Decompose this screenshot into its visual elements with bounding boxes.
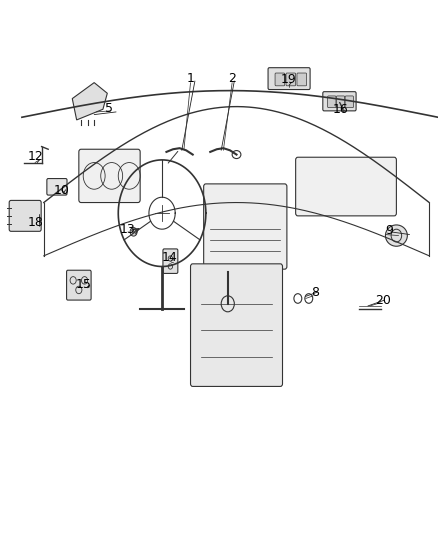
FancyBboxPatch shape [163, 249, 178, 273]
FancyBboxPatch shape [297, 73, 307, 86]
Text: 8: 8 [311, 286, 319, 298]
FancyBboxPatch shape [268, 68, 310, 90]
FancyBboxPatch shape [286, 73, 296, 86]
FancyBboxPatch shape [323, 92, 356, 111]
Text: 14: 14 [162, 252, 178, 264]
Text: 12: 12 [28, 150, 44, 163]
Text: 13: 13 [120, 223, 136, 236]
FancyBboxPatch shape [296, 157, 396, 216]
FancyBboxPatch shape [191, 264, 283, 386]
Text: 9: 9 [385, 224, 393, 237]
Text: 19: 19 [280, 74, 296, 86]
Text: 2: 2 [228, 72, 236, 85]
FancyBboxPatch shape [336, 96, 345, 108]
Text: 18: 18 [28, 216, 44, 229]
Text: 5: 5 [106, 102, 113, 115]
FancyBboxPatch shape [275, 73, 285, 86]
Text: 10: 10 [53, 184, 69, 197]
FancyBboxPatch shape [9, 200, 41, 231]
Text: 15: 15 [76, 278, 92, 290]
Text: 20: 20 [375, 294, 391, 306]
FancyBboxPatch shape [47, 179, 67, 195]
FancyBboxPatch shape [204, 184, 287, 269]
FancyBboxPatch shape [79, 149, 140, 203]
Ellipse shape [385, 225, 407, 246]
FancyBboxPatch shape [328, 96, 336, 108]
Text: 1: 1 [187, 72, 194, 85]
FancyBboxPatch shape [345, 96, 353, 108]
Text: 16: 16 [333, 103, 349, 116]
Polygon shape [72, 83, 107, 120]
Circle shape [130, 228, 137, 236]
FancyBboxPatch shape [67, 270, 91, 300]
